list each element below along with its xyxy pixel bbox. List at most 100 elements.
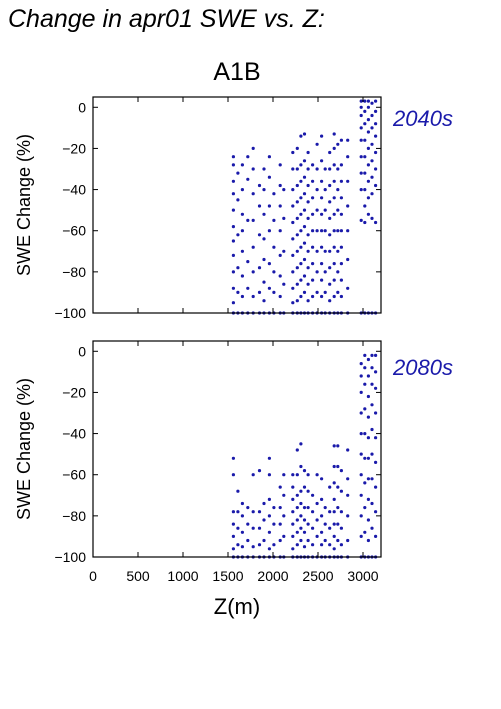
data-point-2040s-125 <box>306 299 310 303</box>
data-point-2080s-95 <box>311 526 315 530</box>
data-point-2040s-185 <box>332 294 336 299</box>
data-point-2040s-45 <box>257 183 262 188</box>
data-point-2080s-143 <box>346 493 350 497</box>
data-point-2040s-100 <box>295 167 299 171</box>
y-tick-label-2080s-5: 0 <box>78 343 86 359</box>
data-point-2080s-48 <box>278 522 282 526</box>
data-point-2080s-81 <box>302 545 307 549</box>
data-point-2040s-162 <box>320 179 324 183</box>
data-point-2040s-217 <box>346 286 350 290</box>
data-point-2080s-135 <box>339 543 343 547</box>
data-point-2080s-11 <box>236 489 240 493</box>
data-point-2040s-262 <box>370 101 374 105</box>
data-point-2080s-88 <box>306 538 310 543</box>
data-point-2080s-3 <box>231 522 235 526</box>
data-point-2080s-47 <box>278 538 282 543</box>
data-point-2040s-120 <box>302 192 307 196</box>
data-point-2080s-83 <box>302 518 307 522</box>
data-point-2040s-141 <box>311 212 315 216</box>
data-point-2040s-167 <box>323 270 327 274</box>
data-point-2080s-172 <box>366 456 370 460</box>
data-point-2040s-194 <box>332 146 336 150</box>
data-point-2080s-192 <box>374 460 378 464</box>
data-point-2040s-87 <box>291 204 295 208</box>
data-point-2040s-19 <box>240 294 244 299</box>
data-point-2080s-136 <box>339 526 343 530</box>
data-point-2040s-239 <box>363 155 367 159</box>
data-point-2040s-110 <box>299 179 303 183</box>
data-point-2040s-13 <box>236 290 240 294</box>
scatter-points-2080s <box>231 353 378 559</box>
data-point-2040s-88 <box>291 188 295 192</box>
data-point-2040s-270 <box>374 109 378 113</box>
data-point-2040s-66 <box>272 192 276 196</box>
data-point-2080s-161 <box>363 456 367 460</box>
data-point-2080s-73 <box>299 538 303 543</box>
data-point-2080s-144 <box>346 477 350 481</box>
data-point-2080s-85 <box>302 485 307 489</box>
data-point-2040s-81 <box>291 301 295 305</box>
data-point-2080s-52 <box>282 534 286 539</box>
data-point-2080s-2 <box>231 534 235 539</box>
data-point-2040s-130 <box>306 216 310 220</box>
data-point-2080s-153 <box>359 411 363 415</box>
x-tick-label-2080s-0: 0 <box>89 568 97 584</box>
data-point-2040s-142 <box>311 196 315 200</box>
ticks-2040s: −100 −80 −60 −40 −20 0 <box>54 97 381 321</box>
data-point-2080s-5 <box>231 473 235 477</box>
x-tick-label-2080s-2: 1000 <box>167 568 198 584</box>
data-point-2080s-169 <box>366 518 370 522</box>
data-point-2040s-128 <box>306 249 310 253</box>
x-axis-label: Z(m) <box>214 594 260 619</box>
data-point-2080s-63 <box>291 473 295 477</box>
data-point-2040s-207 <box>339 278 343 282</box>
data-point-2080s-154 <box>359 390 363 394</box>
data-point-2040s-152 <box>315 167 319 171</box>
data-point-2040s-258 <box>370 159 374 163</box>
data-point-2040s-76 <box>282 282 286 286</box>
data-point-2040s-176 <box>328 266 332 270</box>
data-point-2040s-8 <box>231 192 235 196</box>
data-point-2080s-185 <box>370 382 374 386</box>
data-point-2040s-232 <box>359 105 363 109</box>
data-point-2080s-70 <box>295 473 299 477</box>
data-point-2080s-119 <box>332 547 336 551</box>
data-point-2040s-11 <box>231 155 235 159</box>
y-tick-label-2080s-3: −40 <box>62 426 86 442</box>
data-point-2080s-190 <box>374 510 378 514</box>
data-point-2080s-97 <box>311 493 315 497</box>
data-point-2080s-184 <box>370 403 374 407</box>
data-point-2080s-139 <box>339 469 343 473</box>
data-point-2080s-107 <box>320 497 324 501</box>
data-point-2040s-225 <box>359 218 363 222</box>
data-point-2080s-124 <box>332 481 336 485</box>
data-point-2040s-139 <box>311 245 315 249</box>
data-point-2040s-182 <box>328 167 332 171</box>
data-point-2040s-203 <box>336 167 340 171</box>
data-point-2080s-181 <box>370 477 374 481</box>
data-point-2080s-191 <box>374 485 378 489</box>
data-point-2040s-218 <box>346 257 350 262</box>
data-point-2040s-260 <box>370 126 374 130</box>
data-point-2040s-42 <box>257 266 262 270</box>
data-point-2040s-192 <box>332 179 336 183</box>
data-point-2040s-78 <box>282 216 286 220</box>
data-point-2040s-53 <box>262 167 266 171</box>
data-point-2040s-36 <box>251 218 255 222</box>
data-point-2080s-92 <box>306 473 310 477</box>
data-point-2040s-69 <box>278 274 282 278</box>
ticks-2080s: −100 −80 −60 −40 −20 0 0 500 1000 1500 2000 2500 300… <box>54 341 381 584</box>
data-point-2040s-38 <box>251 167 255 171</box>
y-tick-label-2040s-5: 0 <box>78 99 86 115</box>
data-point-2040s-47 <box>262 299 266 303</box>
data-point-2080s-53 <box>282 514 286 518</box>
data-point-2040s-115 <box>302 274 307 278</box>
data-point-2040s-51 <box>262 212 266 216</box>
data-point-2040s-68 <box>278 294 282 299</box>
data-point-2040s-29 <box>246 218 250 222</box>
data-point-2080s-99 <box>315 534 319 539</box>
data-point-2080s-9 <box>236 526 240 530</box>
data-point-2080s-86 <box>302 469 307 473</box>
data-point-2040s-17 <box>236 171 240 175</box>
data-point-2040s-122 <box>302 159 307 163</box>
